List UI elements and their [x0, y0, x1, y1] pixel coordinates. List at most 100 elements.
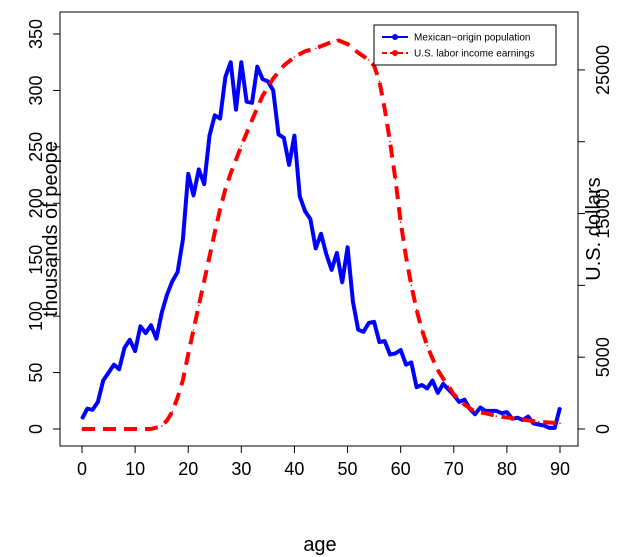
population-point — [527, 415, 529, 418]
population-point — [171, 280, 174, 283]
population-point — [309, 218, 312, 220]
population-point — [346, 246, 349, 249]
population-point — [490, 410, 492, 412]
y-tick-label: 300 — [26, 75, 46, 105]
x-tick-label: 80 — [497, 459, 517, 479]
earnings-point — [415, 309, 418, 311]
y-tick-label: 200 — [26, 188, 46, 218]
earnings-point — [463, 403, 466, 406]
earnings-point — [283, 64, 285, 67]
legend-marker — [392, 50, 398, 56]
earnings-point — [107, 428, 110, 430]
earnings-point — [240, 145, 243, 147]
population-point — [304, 210, 306, 212]
x-tick-label: 60 — [391, 459, 411, 479]
population-point — [208, 134, 211, 137]
earnings-point — [198, 304, 200, 307]
population-point — [378, 341, 381, 343]
population-point — [288, 164, 290, 166]
population-point — [383, 340, 386, 342]
population-point — [176, 271, 179, 273]
earnings-point — [368, 59, 370, 61]
x-tick-label: 90 — [550, 459, 570, 479]
y-tick-label: 100 — [26, 301, 46, 331]
population-point — [325, 253, 328, 255]
population-point — [543, 424, 545, 427]
earnings-point — [426, 344, 429, 347]
population-point — [506, 411, 508, 413]
population-point — [431, 379, 434, 382]
population-point — [299, 195, 301, 198]
y2-tick-label: 5000 — [593, 337, 613, 377]
earnings-point — [383, 107, 386, 110]
population-point — [81, 418, 83, 420]
earnings-point — [484, 412, 487, 415]
earnings-point — [171, 411, 174, 413]
population-point — [245, 100, 248, 103]
earnings-point — [389, 140, 391, 143]
population-point — [123, 346, 126, 349]
population-point — [410, 361, 413, 364]
earnings-point — [160, 425, 163, 427]
population-point — [224, 76, 227, 78]
population-point — [235, 108, 237, 111]
population-point — [405, 363, 407, 366]
earnings-point — [293, 56, 296, 58]
y-tick-label: 50 — [26, 363, 46, 383]
earnings-point — [187, 353, 189, 356]
earnings-point — [474, 411, 476, 413]
earnings-point — [176, 396, 179, 399]
x-tick-label: 40 — [284, 459, 304, 479]
y-tick-label: 250 — [26, 132, 46, 162]
population-point — [442, 383, 445, 385]
earnings-point — [229, 172, 232, 175]
earnings-point — [394, 178, 397, 180]
population-point — [559, 406, 561, 409]
y2-tick-label: 25000 — [593, 45, 613, 95]
x-tick-label: 70 — [444, 459, 464, 479]
earnings-point — [421, 329, 423, 331]
y-tick-label: 150 — [26, 245, 46, 275]
population-point — [352, 300, 354, 303]
population-point — [102, 379, 104, 382]
legend-box — [373, 24, 557, 66]
earnings-point — [304, 50, 306, 52]
earnings-point — [447, 385, 450, 387]
earnings-point — [219, 208, 221, 210]
population-point — [399, 349, 402, 351]
population-point — [548, 427, 551, 429]
population-point — [97, 401, 99, 403]
population-point — [187, 173, 189, 175]
earnings-point — [214, 231, 216, 233]
legend-label: Mexican−origin population — [414, 33, 530, 44]
population-point — [198, 168, 200, 171]
population-point — [320, 233, 322, 235]
earnings-point — [538, 421, 540, 423]
earnings-point — [399, 221, 402, 223]
y2-tick-label: 0 — [593, 424, 613, 434]
x-tick-label: 20 — [178, 459, 198, 479]
population-point — [144, 332, 147, 334]
earnings-point — [325, 43, 328, 45]
population-point — [192, 194, 195, 197]
earnings-point — [378, 80, 381, 83]
earnings-point — [410, 284, 413, 287]
y-axis-label: thousands of peope — [40, 141, 62, 317]
earnings-point — [437, 369, 439, 371]
x-tick-label: 0 — [77, 459, 87, 479]
earnings-point — [314, 47, 317, 50]
population-point — [155, 337, 158, 340]
population-point — [362, 331, 365, 333]
y2-tick-label: 15000 — [593, 189, 613, 239]
population-point — [272, 89, 275, 92]
population-point — [373, 321, 375, 323]
population-point — [277, 133, 280, 136]
population-point — [415, 386, 418, 389]
population-point — [336, 252, 338, 254]
earnings-point — [442, 377, 445, 380]
earnings-point — [405, 255, 407, 258]
population-point — [113, 363, 115, 366]
population-point — [107, 371, 110, 374]
